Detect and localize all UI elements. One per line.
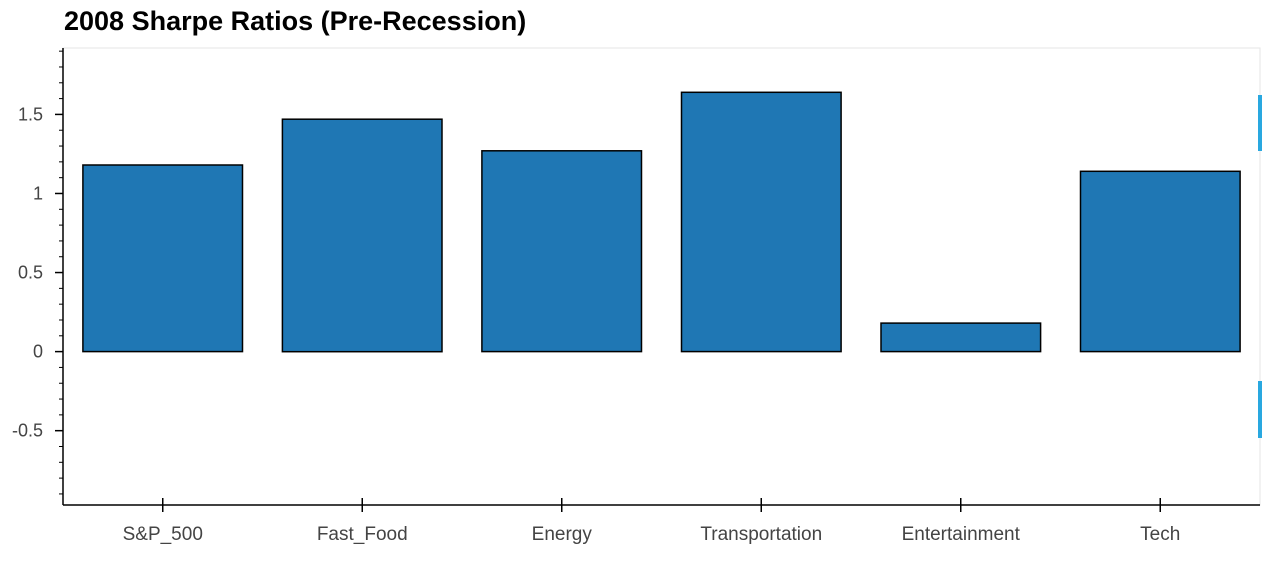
chart-title: 2008 Sharpe Ratios (Pre-Recession): [64, 6, 527, 36]
x-tick-label: Tech: [1140, 524, 1180, 545]
y-tick-label: -0.5: [12, 421, 43, 441]
y-tick-label: 1: [33, 183, 43, 203]
bar: [880, 322, 1042, 353]
bar: [82, 164, 244, 353]
bar: [680, 91, 842, 353]
x-tick-label: S&P_500: [123, 524, 203, 545]
x-tick-label: Transportation: [700, 524, 822, 545]
plot-area: [62, 47, 1261, 506]
y-tick-label: 0: [33, 342, 43, 362]
bar: [481, 150, 643, 353]
y-tick-label: 1.5: [18, 104, 43, 124]
zoom-handle-top[interactable]: [1258, 95, 1262, 151]
bar: [281, 118, 443, 353]
bar: [1079, 170, 1241, 353]
zoom-handle-bottom[interactable]: [1258, 381, 1262, 438]
x-tick-label: Fast_Food: [317, 524, 408, 545]
y-tick-label: 0.5: [18, 263, 43, 283]
x-tick-label: Energy: [532, 524, 593, 545]
x-tick-label: Entertainment: [902, 524, 1021, 545]
